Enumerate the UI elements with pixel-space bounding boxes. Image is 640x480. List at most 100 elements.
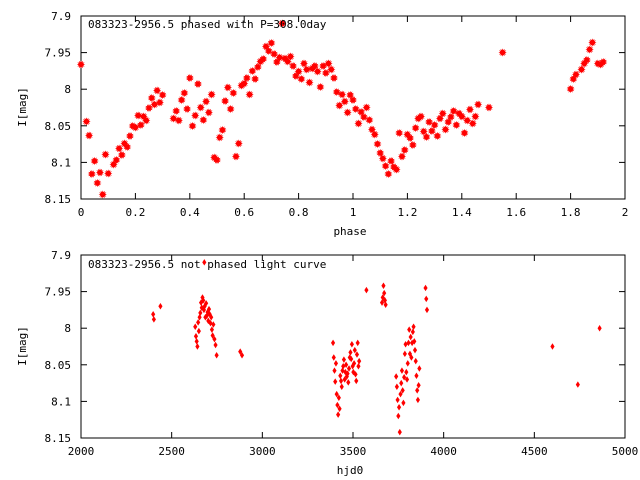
data-point: ✹ [112, 154, 121, 167]
data-point: ✹ [425, 116, 434, 129]
data-point [404, 368, 409, 376]
x-tick-label: 1.4 [452, 206, 472, 219]
y-tick-label: 8 [64, 83, 71, 96]
data-point [211, 321, 216, 328]
data-point [401, 399, 406, 407]
data-point [209, 326, 214, 333]
data-point: ✹ [313, 66, 322, 79]
unphased-light-curve-panel: 7.9 7.95 8 8.05 8.1 8.15 2000 2500 3000 3500 4000… [16, 249, 638, 477]
data-point: ✹ [392, 164, 401, 177]
data-point [407, 350, 413, 358]
data-point: ✹ [308, 63, 317, 76]
y-tick-label: 8.15 [45, 432, 72, 445]
x-tick-label: 1.6 [506, 206, 526, 219]
data-point: ✹ [381, 160, 390, 173]
x-axis-ticks: 0 0.2 0.4 0.6 0.8 1 1.2 1.4 1.6 1.8 2 [78, 16, 628, 219]
data-point: ✹ [596, 58, 605, 71]
y-axis-label: I[mag] [16, 87, 29, 127]
data-point: ✹ [449, 105, 458, 118]
data-point: ✹ [343, 107, 352, 120]
data-point [395, 396, 400, 404]
data-point: ✹ [365, 114, 374, 127]
data-point: ✹ [267, 37, 276, 50]
data-point: ✹ [109, 159, 118, 172]
data-point [212, 335, 217, 343]
data-point [338, 377, 344, 385]
data-point [340, 367, 345, 374]
data-point [351, 368, 356, 376]
y-tick-label: 7.9 [51, 249, 71, 262]
data-point: ✹ [441, 123, 450, 136]
y-tick-label: 7.95 [45, 286, 72, 299]
data-point: ✹ [332, 86, 341, 99]
data-point: ✹ [465, 104, 474, 117]
data-point [198, 309, 203, 317]
data-point [158, 302, 163, 310]
data-point: ✹ [231, 151, 240, 164]
data-point [336, 411, 341, 418]
data-point: ✹ [125, 130, 134, 143]
data-point: ✹ [93, 177, 102, 190]
data-point: ✹ [395, 127, 404, 140]
data-point [193, 323, 198, 330]
data-point [354, 351, 360, 358]
data-point [208, 319, 213, 327]
data-point: ✹ [433, 130, 442, 143]
data-point: ✹ [411, 122, 420, 135]
data-point: ✹ [101, 148, 110, 161]
data-point: ✹ [272, 56, 281, 69]
data-point [402, 374, 407, 381]
y-tick-label: 8.1 [51, 156, 71, 169]
data-point: ✹ [185, 72, 194, 85]
data-point: ✹ [174, 115, 183, 128]
data-points: ✹✹✹✹✹✹✹✹✹✹✹✹✹✹✹✹✹✹✹✹✹✹✹✹✹✹✹✹✹✹✹✹✹✹✹✹✹✹✹✹… [76, 17, 607, 201]
data-point [201, 297, 206, 304]
data-point: ✹ [123, 141, 132, 154]
x-tick-label: 0.4 [180, 206, 200, 219]
data-point: ✹ [144, 102, 153, 115]
data-point [239, 352, 245, 359]
x-axis-ticks: 2000 2500 3000 3500 4000 4500 5000 [68, 255, 639, 458]
data-point [411, 323, 416, 330]
data-point [353, 371, 358, 378]
data-point: ✹ [316, 81, 325, 94]
data-point: ✹ [191, 110, 200, 123]
data-point [354, 377, 359, 385]
data-point: ✹ [172, 105, 181, 118]
data-point [334, 390, 339, 398]
x-tick-label: 5000 [612, 445, 639, 458]
data-point: ✹ [321, 67, 330, 80]
data-point [407, 326, 412, 333]
data-point: ✹ [297, 73, 306, 86]
x-tick-label: 1.8 [561, 206, 581, 219]
data-point: ✹ [588, 36, 597, 49]
data-point: ✹ [131, 121, 140, 134]
data-point [151, 311, 156, 318]
data-point: ✹ [128, 120, 137, 133]
data-point [336, 394, 341, 401]
data-point: ✹ [155, 96, 164, 109]
y-tick-label: 8 [64, 322, 71, 335]
data-point [415, 396, 420, 404]
data-point: ✹ [136, 119, 145, 132]
data-point: ✹ [256, 55, 265, 68]
data-point: ✹ [354, 118, 363, 131]
data-point: ✹ [95, 167, 104, 180]
data-point: ✹ [196, 102, 205, 115]
data-point: ✹ [180, 87, 189, 100]
data-point [348, 349, 353, 356]
data-point: ✹ [593, 58, 602, 71]
data-point: ✹ [376, 147, 385, 160]
x-tick-label: 0 [78, 206, 85, 219]
data-point: ✹ [329, 72, 338, 85]
data-point [409, 354, 414, 361]
data-point [330, 339, 336, 347]
data-point [355, 339, 360, 347]
data-point: ✹ [348, 94, 357, 107]
data-point: ✹ [357, 106, 366, 119]
data-point: ✹ [430, 119, 439, 132]
data-point: ✹ [403, 129, 412, 142]
data-point [397, 428, 402, 436]
data-point [337, 405, 342, 412]
data-point: ✹ [142, 115, 151, 128]
